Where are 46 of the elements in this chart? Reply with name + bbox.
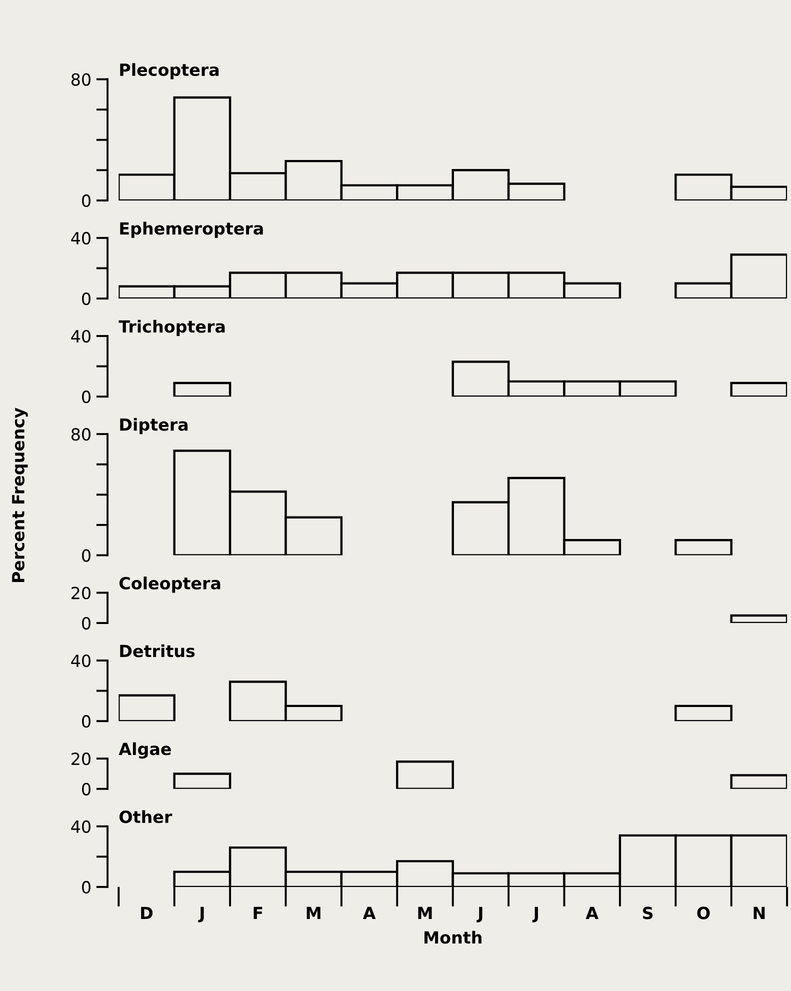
x-axis-title: Month	[424, 930, 482, 944]
y-tick-label: 0	[82, 292, 90, 306]
x-tick-label: A	[586, 906, 598, 920]
y-tick-label: 0	[82, 390, 90, 404]
x-tick-label: M	[418, 906, 432, 920]
chart-title: Trichoptera	[118, 320, 225, 336]
y-tick-label: 0	[82, 549, 90, 562]
x-tick-label: F	[254, 906, 262, 920]
bar	[173, 772, 232, 789]
chart-title: Algae	[118, 742, 171, 759]
chart-title: Plecoptera	[120, 63, 219, 80]
y-tick-label: 40	[71, 232, 90, 245]
x-tick-label: M	[306, 906, 320, 920]
y-tick-label: 0	[82, 616, 90, 630]
y-tick-label: 20	[72, 586, 90, 600]
y-tick-label: 0	[82, 194, 90, 208]
x-tick-label: J	[532, 906, 538, 922]
y-axis-title: Percent Frequency	[12, 408, 28, 582]
y-tick-label: 40	[71, 820, 90, 833]
chart-title: Detritus	[120, 644, 195, 658]
y-tick-label: 80	[71, 428, 90, 441]
bar	[674, 704, 732, 722]
x-tick-label: D	[141, 906, 153, 920]
x-tick-label: J	[198, 906, 204, 922]
bar	[674, 538, 732, 556]
chart-title: Diptera	[120, 418, 188, 434]
y-tick-label: 40	[71, 654, 90, 668]
y-tick-label: 40	[71, 330, 90, 343]
y-tick-label: 20	[72, 752, 90, 766]
bar	[730, 774, 788, 789]
bar	[173, 382, 232, 397]
y-tick-label: 0	[82, 782, 90, 796]
chart-title: Ephemeroptera	[120, 222, 263, 238]
y-tick-label: 0	[82, 715, 90, 728]
y-tick-label: 0	[82, 880, 90, 894]
bar	[730, 382, 788, 397]
bar	[118, 694, 176, 722]
x-tick-label: S	[642, 906, 653, 920]
x-tick-label: N	[754, 906, 765, 920]
chart-title: Other	[119, 810, 172, 824]
bar	[396, 760, 454, 789]
y-tick-label: 80	[71, 73, 90, 86]
x-tick-label: A	[362, 906, 376, 920]
chart-title: Coleoptera	[119, 576, 220, 593]
x-tick-label: O	[697, 906, 710, 920]
x-tick-label: J	[476, 906, 482, 922]
